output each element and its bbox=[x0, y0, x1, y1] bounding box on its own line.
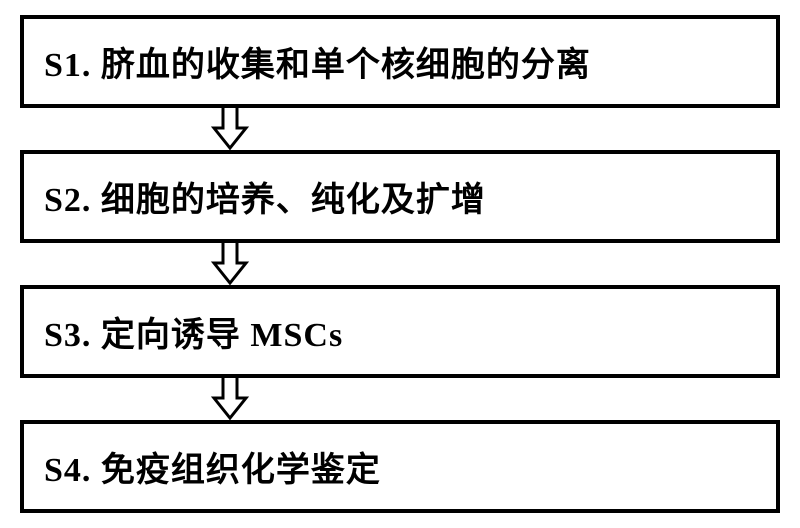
step-label: S2. 细胞的培养、纯化及扩增 bbox=[44, 182, 486, 219]
step-box-1: S1. 脐血的收集和单个核细胞的分离 bbox=[20, 15, 780, 108]
step-label: S1. 脐血的收集和单个核细胞的分离 bbox=[44, 47, 591, 84]
step-box-3: S3. 定向诱导 MSCs bbox=[20, 285, 780, 378]
down-arrow-icon bbox=[210, 378, 250, 420]
arrow-2 bbox=[20, 243, 780, 285]
arrow-1 bbox=[20, 108, 780, 150]
step-box-4: S4. 免疫组织化学鉴定 bbox=[20, 420, 780, 513]
flowchart-container: S1. 脐血的收集和单个核细胞的分离 S2. 细胞的培养、纯化及扩增 S3. 定… bbox=[20, 15, 780, 513]
step-label: S3. 定向诱导 MSCs bbox=[44, 317, 343, 354]
step-label: S4. 免疫组织化学鉴定 bbox=[44, 452, 381, 489]
arrow-3 bbox=[20, 378, 780, 420]
step-box-2: S2. 细胞的培养、纯化及扩增 bbox=[20, 150, 780, 243]
down-arrow-icon bbox=[210, 108, 250, 150]
down-arrow-icon bbox=[210, 243, 250, 285]
